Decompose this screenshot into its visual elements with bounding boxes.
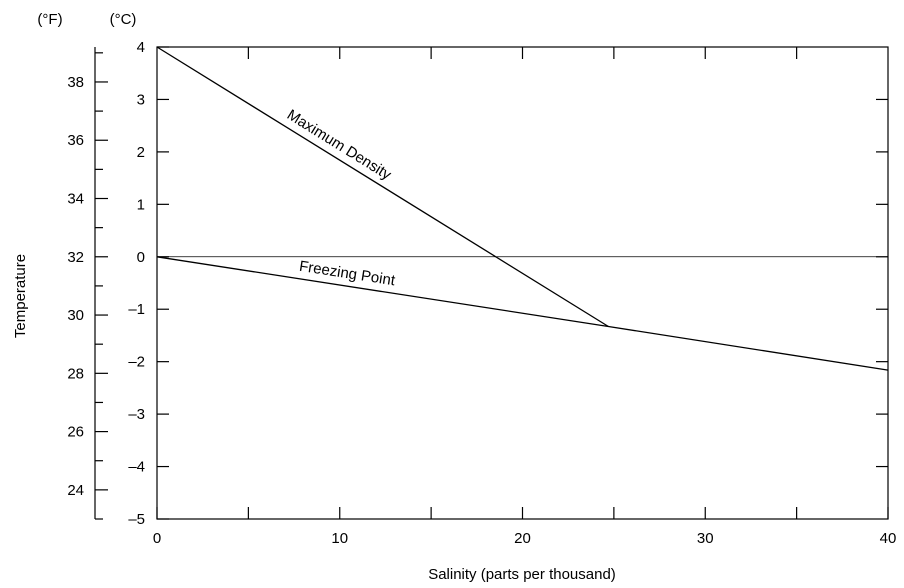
fahrenheit-unit-label: (°F) [37, 11, 62, 28]
fahrenheit-tick-label: 36 [67, 132, 84, 149]
series-label-freezing-point: Freezing Point [298, 258, 397, 290]
x-tick-label: 30 [697, 530, 714, 547]
x-tick-label: 40 [880, 530, 897, 547]
celsius-tick-label: 3 [137, 91, 145, 108]
plot-frame [156, 46, 889, 520]
celsius-axis-ticks: 4 3 2 1 0 –1 –2 –3 –4 –5 [128, 39, 888, 528]
series-line-freezing-point [156, 256, 889, 371]
series-layer [156, 46, 889, 371]
fahrenheit-tick-label: 38 [67, 74, 84, 91]
fahrenheit-tick-label: 34 [67, 191, 84, 208]
fahrenheit-tick-label: 24 [67, 482, 84, 499]
celsius-tick-label: –2 [128, 354, 145, 371]
fahrenheit-tick-label: 32 [67, 249, 84, 266]
x-tick-label: 10 [331, 530, 348, 547]
series-line-maximum-density [156, 46, 609, 328]
celsius-tick-label: –5 [128, 511, 145, 528]
y-axis-title: Temperature [12, 254, 29, 338]
celsius-tick-label: 4 [137, 39, 145, 56]
x-axis-title: Salinity (parts per thousand) [428, 566, 616, 583]
celsius-unit-label: (°C) [110, 11, 137, 28]
x-tick-label: 20 [514, 530, 531, 547]
celsius-tick-label: 1 [137, 196, 145, 213]
celsius-tick-label: –4 [128, 459, 145, 476]
celsius-tick-label: –1 [128, 301, 145, 318]
celsius-tick-label: –3 [128, 406, 145, 423]
x-axis-ticks: 0 10 20 30 40 [153, 47, 897, 547]
fahrenheit-axis-ticks: 38 36 34 32 30 28 26 24 [67, 52, 108, 520]
celsius-tick-label: 2 [137, 144, 145, 161]
x-tick-label: 0 [153, 530, 161, 547]
fahrenheit-tick-label: 28 [67, 365, 84, 382]
fahrenheit-tick-label: 30 [67, 307, 84, 324]
celsius-tick-label: 0 [137, 249, 145, 266]
series-label-maximum-density: Maximum Density [284, 106, 395, 183]
fahrenheit-tick-label: 26 [67, 424, 84, 441]
